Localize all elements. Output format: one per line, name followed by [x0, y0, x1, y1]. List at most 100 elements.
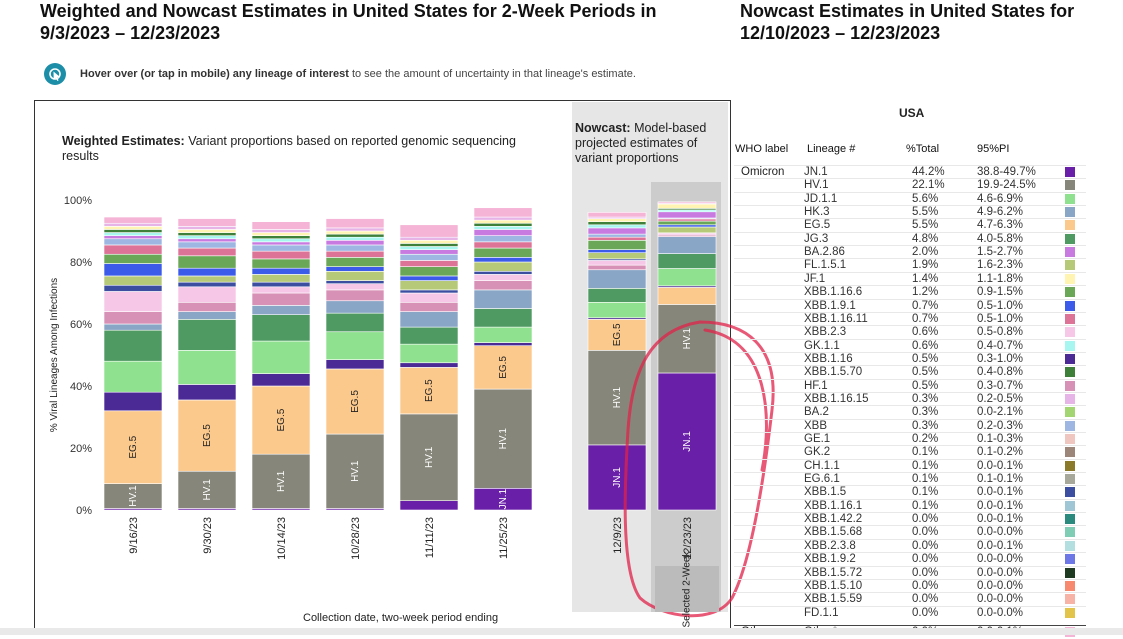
y-tick-label: 80% — [70, 257, 92, 269]
bar-segment-hf-1 — [104, 312, 162, 324]
cell-pi: 0.0-0.1% — [977, 460, 1023, 473]
y-tick-label: 0% — [76, 505, 92, 517]
segment-label: HV.1 — [128, 485, 139, 507]
cell-total: 2.0% — [912, 246, 938, 259]
color-swatch — [1065, 461, 1075, 471]
bar-segment-hk-3 — [658, 237, 716, 254]
cell-total: 0.1% — [912, 500, 938, 513]
bar-segment-xbb-1-16-6 — [400, 267, 458, 276]
y-axis-label: % Viral Lineages Among Infections — [49, 278, 60, 432]
bar-segment-xbb-1-16-15 — [474, 217, 532, 220]
bar-segment-hf-1 — [178, 302, 236, 311]
color-swatch — [1065, 608, 1075, 618]
cell-pi: 0.0-0.1% — [977, 513, 1023, 526]
cell-total: 1.4% — [912, 273, 938, 286]
bar-segment-jf-1 — [658, 204, 716, 208]
bar-segment-ba-2-86 — [326, 240, 384, 245]
cell-total: 0.0% — [912, 540, 938, 553]
cell-lineage: HK.3 — [804, 206, 830, 219]
bar-segment-xbb-1-16-11 — [178, 248, 236, 256]
cell-total: 0.0% — [912, 593, 938, 606]
bar-segment-hk-3 — [588, 270, 646, 289]
cell-total: 0.0% — [912, 567, 938, 580]
color-swatch — [1065, 407, 1075, 417]
segment-label: EG.5 — [202, 424, 213, 447]
cell-pi: 0.5-1.0% — [977, 300, 1023, 313]
bar-segment-gk-1-1 — [252, 239, 310, 242]
cell-pi: 0.4-0.8% — [977, 366, 1023, 379]
bar-segment-hf-1 — [400, 302, 458, 311]
bar-segment-fl-1-5-1 — [658, 227, 716, 233]
bar-segment-fl-1-5-1 — [474, 262, 532, 271]
cell-total: 0.1% — [912, 486, 938, 499]
cell-pi: 0.0-2.1% — [977, 406, 1023, 419]
bar-segment-xbb-1-16-15 — [252, 229, 310, 232]
color-swatch — [1065, 434, 1075, 444]
bar-segment-xbb-1-9-1 — [326, 267, 384, 272]
selected-period-label: Selected 2-Week — [655, 566, 719, 612]
y-tick-label: 20% — [70, 443, 92, 455]
cell-pi: 1.5-2.7% — [977, 246, 1023, 259]
bar-segment-xbb-1-5-70 — [400, 243, 458, 246]
cell-pi: 0.9-1.5% — [977, 286, 1023, 299]
bar-segment-xbb-2-3 — [588, 260, 646, 265]
bar-segment-hk-3 — [178, 312, 236, 320]
segment-label: HV.1 — [424, 446, 435, 468]
cell-lineage: XBB.1.9.2 — [804, 553, 856, 566]
color-swatch — [1065, 287, 1075, 297]
bar-segment-jg-3 — [326, 313, 384, 332]
th-lineage: Lineage # — [807, 143, 855, 155]
cell-lineage: CH.1.1 — [804, 460, 840, 473]
bar-segment-xbb-1-5 — [252, 282, 310, 287]
x-tick-label: 11/25/23 — [498, 517, 510, 559]
cell-total: 1.9% — [912, 259, 938, 272]
cell-total: 1.2% — [912, 286, 938, 299]
bar-segment-gk-1-1 — [326, 237, 384, 240]
cell-total: 22.1% — [912, 179, 945, 192]
bar-segment-jd-1-1 — [178, 350, 236, 384]
cell-pi: 0.1-0.1% — [977, 473, 1023, 486]
cell-lineage: JN.1 — [804, 166, 828, 179]
segment-label: HV.1 — [350, 460, 361, 482]
color-swatch — [1065, 541, 1075, 551]
color-swatch — [1065, 314, 1075, 324]
cell-pi: 1.6-2.3% — [977, 259, 1023, 272]
bar-segment-ba-2-86 — [588, 228, 646, 234]
cell-lineage: GK.1.1 — [804, 340, 840, 353]
bar-segment-xbb-1-16-6 — [178, 256, 236, 268]
